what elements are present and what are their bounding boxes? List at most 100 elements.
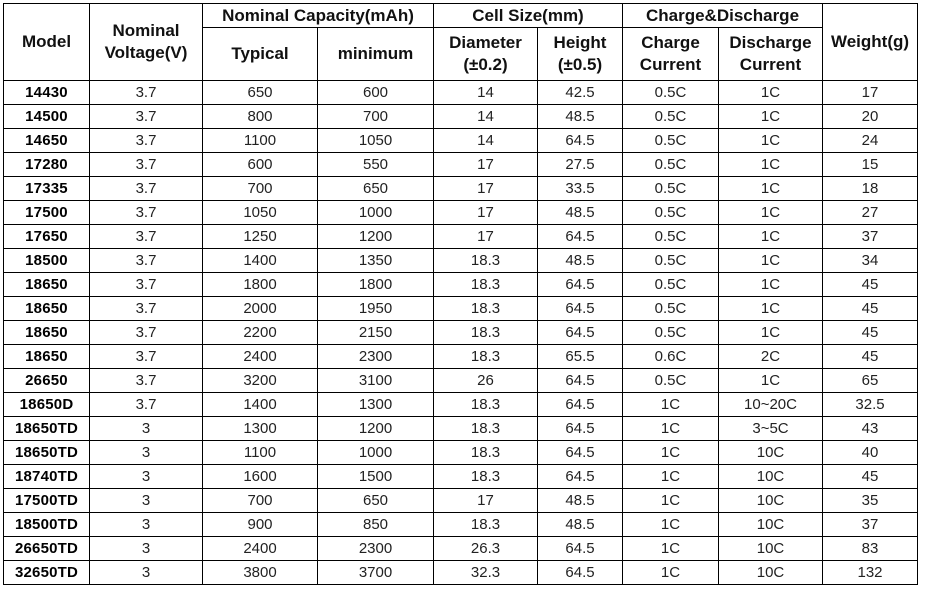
cell-height: 48.5 [537, 488, 623, 513]
cell-nominal-voltage: 3 [89, 560, 203, 585]
table-row: 18740TD 3 1600 1500 18.3 64.5 1C 10C 45 [3, 464, 918, 489]
table-header: Model Nominal Voltage(V) Nominal Capacit… [3, 3, 918, 81]
cell-charge-current: 1C [622, 536, 719, 561]
table-row: 17650 3.7 1250 1200 17 64.5 0.5C 1C 37 [3, 224, 918, 249]
cell-model: 14650 [3, 128, 90, 153]
cell-diameter: 18.3 [433, 248, 538, 273]
cell-typical-capacity: 1600 [202, 464, 318, 489]
cell-weight: 45 [822, 320, 918, 345]
table-row: 18650D 3.7 1400 1300 18.3 64.5 1C 10~20C 32.5 [3, 392, 918, 417]
cell-minimum-capacity: 700 [317, 104, 434, 129]
cell-typical-capacity: 2400 [202, 344, 318, 369]
cell-charge-current: 1C [622, 392, 719, 417]
cell-typical-capacity: 3800 [202, 560, 318, 585]
cell-discharge-current: 10C [718, 536, 823, 561]
cell-charge-current: 0.5C [622, 320, 719, 345]
cell-weight: 45 [822, 296, 918, 321]
cell-typical-capacity: 1100 [202, 128, 318, 153]
header-weight: Weight(g) [822, 3, 918, 81]
cell-charge-current: 0.5C [622, 152, 719, 177]
cell-typical-capacity: 700 [202, 488, 318, 513]
cell-height: 64.5 [537, 224, 623, 249]
cell-charge-current: 1C [622, 464, 719, 489]
cell-diameter: 17 [433, 152, 538, 177]
cell-charge-current: 0.5C [622, 200, 719, 225]
cell-charge-current: 0.5C [622, 368, 719, 393]
cell-discharge-current: 1C [718, 320, 823, 345]
header-discharge-current: Discharge Current [718, 27, 823, 81]
cell-discharge-current: 1C [718, 128, 823, 153]
cell-nominal-voltage: 3.7 [89, 104, 203, 129]
cell-height: 64.5 [537, 464, 623, 489]
cell-model: 17500 [3, 200, 90, 225]
header-charge-current: Charge Current [622, 27, 719, 81]
cell-height: 64.5 [537, 320, 623, 345]
cell-discharge-current: 3~5C [718, 416, 823, 441]
cell-model: 18500 [3, 248, 90, 273]
cell-model: 26650 [3, 368, 90, 393]
cell-weight: 37 [822, 512, 918, 537]
cell-nominal-voltage: 3 [89, 440, 203, 465]
cell-height: 42.5 [537, 80, 623, 105]
table-row: 32650TD 3 3800 3700 32.3 64.5 1C 10C 132 [3, 560, 918, 585]
cell-typical-capacity: 1050 [202, 200, 318, 225]
cell-weight: 34 [822, 248, 918, 273]
cell-minimum-capacity: 1300 [317, 392, 434, 417]
table-row: 17280 3.7 600 550 17 27.5 0.5C 1C 15 [3, 152, 918, 177]
cell-weight: 45 [822, 272, 918, 297]
cell-weight: 40 [822, 440, 918, 465]
cell-typical-capacity: 1400 [202, 248, 318, 273]
table-row: 17335 3.7 700 650 17 33.5 0.5C 1C 18 [3, 176, 918, 201]
cell-discharge-current: 1C [718, 224, 823, 249]
cell-height: 48.5 [537, 104, 623, 129]
cell-typical-capacity: 1300 [202, 416, 318, 441]
cell-nominal-voltage: 3.7 [89, 272, 203, 297]
cell-weight: 65 [822, 368, 918, 393]
cell-typical-capacity: 2400 [202, 536, 318, 561]
cell-nominal-voltage: 3 [89, 536, 203, 561]
cell-discharge-current: 1C [718, 200, 823, 225]
cell-discharge-current: 1C [718, 272, 823, 297]
cell-weight: 32.5 [822, 392, 918, 417]
cell-model: 18650 [3, 344, 90, 369]
cell-nominal-voltage: 3.7 [89, 392, 203, 417]
cell-diameter: 17 [433, 224, 538, 249]
cell-nominal-voltage: 3.7 [89, 296, 203, 321]
table-row: 18650 3.7 2000 1950 18.3 64.5 0.5C 1C 45 [3, 296, 918, 321]
cell-model: 14500 [3, 104, 90, 129]
table-row: 17500TD 3 700 650 17 48.5 1C 10C 35 [3, 488, 918, 513]
cell-diameter: 17 [433, 488, 538, 513]
table-row: 18650 3.7 2400 2300 18.3 65.5 0.6C 2C 45 [3, 344, 918, 369]
cell-height: 64.5 [537, 536, 623, 561]
cell-discharge-current: 1C [718, 248, 823, 273]
cell-model: 14430 [3, 80, 90, 105]
cell-diameter: 26.3 [433, 536, 538, 561]
table-row: 18500 3.7 1400 1350 18.3 48.5 0.5C 1C 34 [3, 248, 918, 273]
header-typical: Typical [202, 27, 318, 81]
cell-minimum-capacity: 1050 [317, 128, 434, 153]
cell-discharge-current: 10C [718, 464, 823, 489]
cell-minimum-capacity: 1200 [317, 224, 434, 249]
cell-discharge-current: 2C [718, 344, 823, 369]
cell-diameter: 32.3 [433, 560, 538, 585]
cell-height: 64.5 [537, 368, 623, 393]
cell-typical-capacity: 1100 [202, 440, 318, 465]
cell-minimum-capacity: 3700 [317, 560, 434, 585]
cell-height: 64.5 [537, 416, 623, 441]
cell-diameter: 18.3 [433, 272, 538, 297]
spec-table-container: Model Nominal Voltage(V) Nominal Capacit… [3, 3, 918, 585]
header-nominal-voltage: Nominal Voltage(V) [89, 3, 203, 81]
cell-diameter: 18.3 [433, 320, 538, 345]
cell-charge-current: 1C [622, 488, 719, 513]
table-row: 18650TD 3 1300 1200 18.3 64.5 1C 3~5C 43 [3, 416, 918, 441]
cell-height: 27.5 [537, 152, 623, 177]
cell-diameter: 18.3 [433, 296, 538, 321]
header-nominal-capacity: Nominal Capacity(mAh) [202, 3, 434, 28]
cell-minimum-capacity: 550 [317, 152, 434, 177]
cell-nominal-voltage: 3.7 [89, 320, 203, 345]
header-diameter: Diameter (±0.2) [433, 27, 538, 81]
cell-diameter: 18.3 [433, 392, 538, 417]
cell-model: 18650TD [3, 416, 90, 441]
header-cell-size: Cell Size(mm) [433, 3, 623, 28]
header-minimum: minimum [317, 27, 434, 81]
